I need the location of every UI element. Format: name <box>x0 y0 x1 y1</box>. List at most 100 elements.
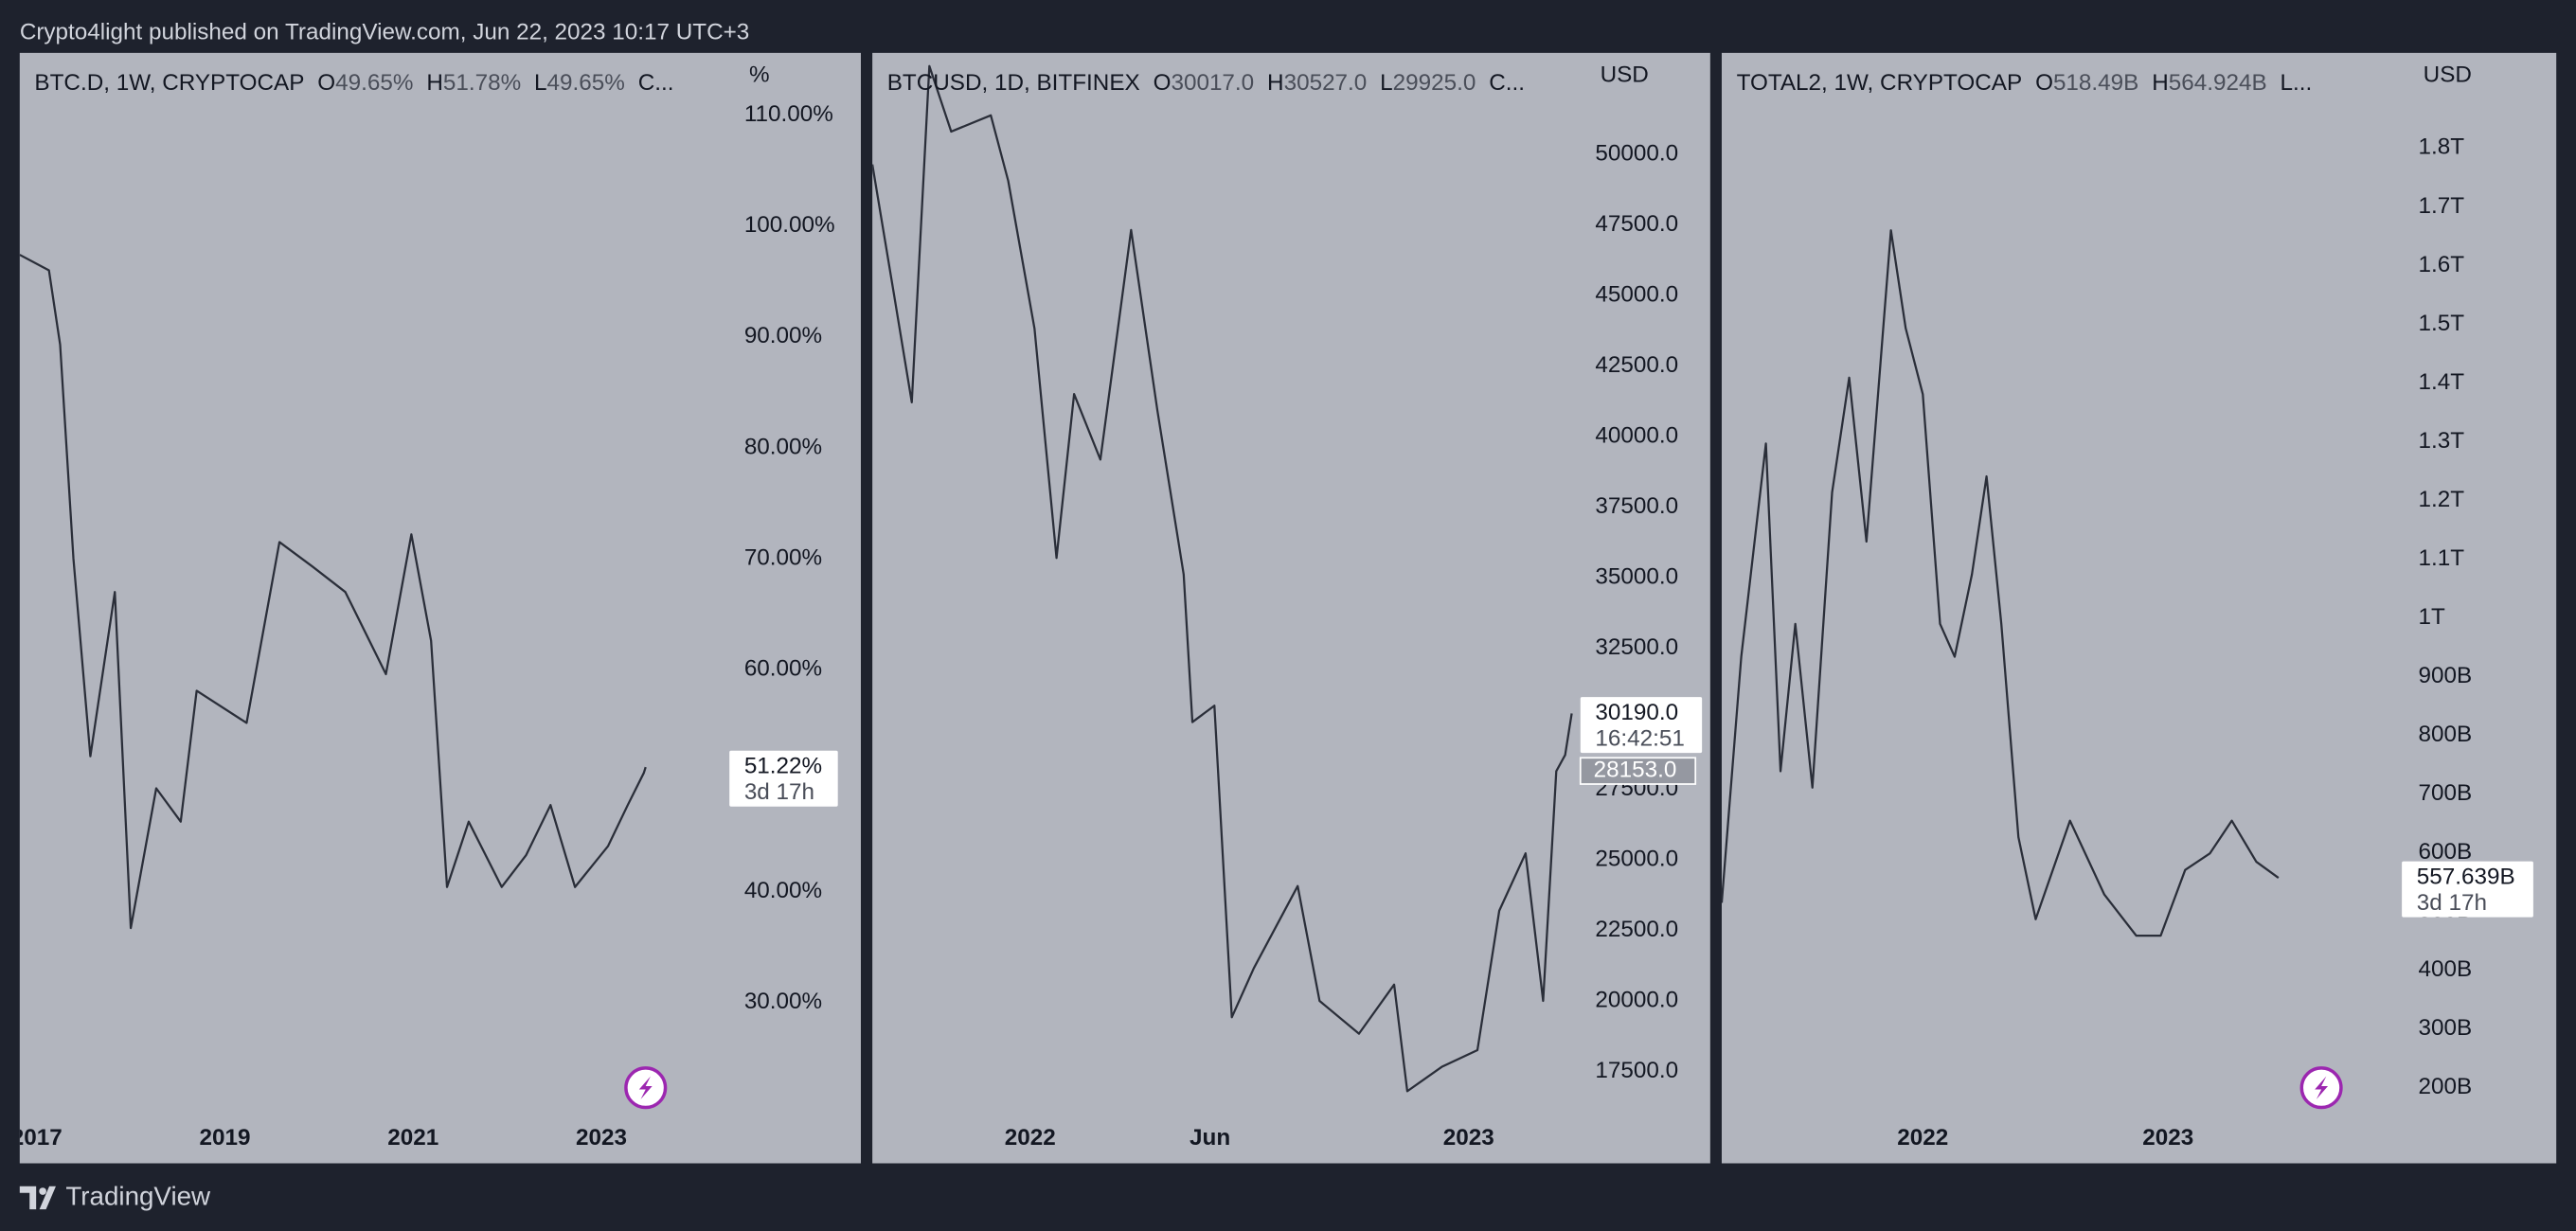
lightning-bolt <box>2315 1076 2329 1099</box>
y-tick-label: 40.00% <box>744 878 822 903</box>
footer-logo <box>19 1186 56 1210</box>
y-tick-label: 25000.0 <box>1595 846 1678 871</box>
legend-symbol: TOTAL2, 1W, CRYPTOCAP <box>1737 70 2023 96</box>
legend-symbol: BTC.D, 1W, CRYPTOCAP <box>34 70 304 96</box>
x-tick-label: 2021 <box>387 1125 438 1151</box>
axis-unit: USD <box>2424 62 2472 88</box>
series <box>1721 229 2280 937</box>
y-tick-label: 35000.0 <box>1595 564 1678 590</box>
y-tick-label: 47500.0 <box>1595 211 1678 237</box>
countdown-label: 16:42:51 <box>1595 726 1684 752</box>
legend-key: O <box>2035 70 2053 96</box>
y-tick-label: 400B <box>2418 956 2472 982</box>
countdown-label: 3d 17h <box>744 779 814 805</box>
y-tick-label: 20000.0 <box>1595 987 1678 1012</box>
x-tick-label: Jun <box>1190 1125 1230 1151</box>
y-tick-label: 50000.0 <box>1595 141 1678 167</box>
chart-panel: 110.00% 100.00% 90.00% 80.00% 70.00% 60.00% 40… <box>11 52 861 1164</box>
legend: BTCUSD, 1D, BITFINEX O30017.0 H30527.0 L299… <box>887 70 1525 96</box>
price-line <box>19 254 647 930</box>
x-tick-label: 2022 <box>1897 1125 1948 1151</box>
legend-key: H <box>426 70 443 96</box>
legend-value: 51.78% <box>443 70 521 96</box>
y-tick-label: 37500.0 <box>1595 493 1678 519</box>
legend-more: C... <box>1489 70 1525 96</box>
legend-key: O <box>1154 70 1172 96</box>
y-tick-label: 1.2T <box>2418 487 2464 512</box>
legend-key: H <box>2152 70 2169 96</box>
y-tick-label: 900B <box>2418 663 2472 688</box>
panel-background <box>1721 52 2557 1164</box>
y-tick-label: 60.00% <box>744 656 822 682</box>
last-price-label: 30190.0 <box>1595 700 1678 725</box>
y-tick-label: 70.00% <box>744 544 822 570</box>
legend-value: 564.924B <box>2169 70 2267 96</box>
y-tick-label: 100.00% <box>744 212 835 238</box>
axis-unit: USD <box>1601 62 1649 88</box>
y-tick-label: 1.5T <box>2418 311 2464 336</box>
x-tick-label: 2023 <box>1443 1125 1494 1151</box>
series <box>872 64 1573 1093</box>
x-tick-label: 2019 <box>199 1125 250 1151</box>
y-tick-label: 800B <box>2418 722 2472 747</box>
legend-value: 518.49B <box>2053 70 2138 96</box>
y-tick-label: 1.1T <box>2418 545 2464 571</box>
countdown-label: 3d 17h <box>2417 890 2487 916</box>
publish-header: Crypto4light published on TradingView.co… <box>20 19 749 45</box>
y-tick-label: 200B <box>2418 1074 2472 1099</box>
panel-background <box>872 52 1710 1164</box>
series <box>19 254 647 930</box>
chart-panel: 1.8T 1.7T 1.6T 1.5T 1.4T 1.3T 1.2T 1.1T 1T 900B 80… <box>1721 52 2557 1164</box>
legend-symbol: BTCUSD, 1D, BITFINEX <box>887 70 1140 96</box>
y-tick-label: 110.00% <box>744 101 833 127</box>
price-line <box>1721 229 2280 937</box>
legend-value: 30017.0 <box>1171 70 1254 96</box>
price-line <box>872 64 1573 1093</box>
y-tick-label: 45000.0 <box>1595 282 1678 308</box>
chart-panel: 50000.0 47500.0 45000.0 42500.0 40000.0 37500… <box>872 52 1710 1164</box>
x-tick-label: 2017 <box>11 1125 63 1151</box>
y-tick-label: 90.00% <box>744 323 822 348</box>
prev-close-label: 28153.0 <box>1594 758 1677 783</box>
y-tick-label: 1.6T <box>2418 252 2464 277</box>
legend-key: O <box>317 70 335 96</box>
y-tick-label: 700B <box>2418 780 2472 806</box>
y-tick-label: 40000.0 <box>1595 423 1678 449</box>
last-price-badge <box>1580 697 1703 754</box>
legend-more: C... <box>638 70 674 96</box>
legend: TOTAL2, 1W, CRYPTOCAP O518.49B H564.924B L.… <box>1737 70 2313 96</box>
lightning-bolt <box>638 1076 653 1099</box>
y-tick-label: 600B <box>2418 839 2472 865</box>
y-tick-label: 1.4T <box>2418 369 2464 395</box>
y-tick-label: 1T <box>2418 604 2444 630</box>
y-tick-label: 1.8T <box>2418 134 2464 160</box>
y-tick-label: 1.7T <box>2418 193 2464 219</box>
legend-value: 30527.0 <box>1284 70 1368 96</box>
prev-close-badge <box>1579 757 1697 785</box>
panel-background <box>19 52 861 1164</box>
last-price-badge <box>729 750 838 807</box>
x-axis: 2022 Jun 2023 <box>1005 1125 1494 1151</box>
last-price-label: 51.22% <box>744 753 822 778</box>
y-tick-label: 80.00% <box>744 434 822 459</box>
x-axis: 2022 2023 <box>1897 1125 2193 1151</box>
y-tick-label: 30.00% <box>744 989 822 1014</box>
y-tick-label: 22500.0 <box>1595 917 1678 942</box>
legend-more: L... <box>2281 70 2313 96</box>
legend-key: H <box>1267 70 1284 96</box>
x-tick-label: 2023 <box>2142 1125 2193 1151</box>
axis-unit: % <box>749 62 770 88</box>
y-tick-label: 42500.0 <box>1595 352 1678 378</box>
x-axis: 2017 2019 2021 2023 <box>11 1125 627 1151</box>
footer-brand: TradingView <box>65 1181 211 1210</box>
legend: BTC.D, 1W, CRYPTOCAP O49.65% H51.78% L49.65… <box>34 70 673 96</box>
legend-value: 49.65% <box>547 70 625 96</box>
legend-value: 29925.0 <box>1393 70 1476 96</box>
last-price-badge <box>2402 861 2533 918</box>
x-tick-label: 2023 <box>576 1125 627 1151</box>
legend-key: L <box>1380 70 1393 96</box>
y-tick-label: 32500.0 <box>1595 634 1678 660</box>
y-tick-label: 300B <box>2418 1015 2472 1041</box>
